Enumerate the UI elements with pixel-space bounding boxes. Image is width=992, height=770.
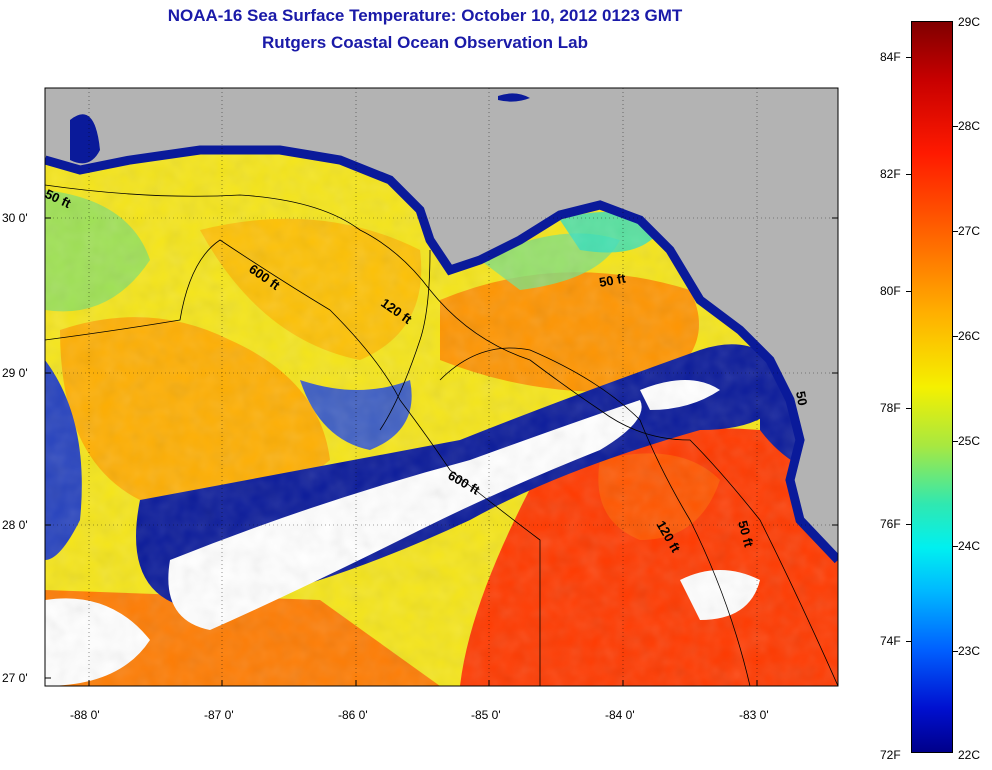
colorbar-f-label: 78F (880, 401, 901, 415)
colorbar-c-label: 24C (958, 539, 981, 553)
colorbar-f-label: 72F (880, 748, 901, 762)
lat-label: 27 0' (2, 671, 28, 685)
bay (70, 114, 100, 164)
map-frame (44, 87, 839, 687)
coastline (45, 145, 838, 564)
colorbar-c-label: 26C (958, 329, 981, 343)
lake (498, 93, 530, 102)
isobath-label: 50 ft (735, 519, 757, 549)
lat-label: 30 0' (2, 211, 28, 225)
lon-label: -83 0' (739, 708, 769, 722)
colorbar-c-label: 25C (958, 434, 981, 448)
isobath-50ft (45, 184, 838, 686)
colorbar-f-label: 74F (880, 634, 901, 648)
colorbar-c-label: 22C (958, 748, 981, 762)
colorbar-f-label: 84F (880, 50, 901, 64)
colorbar-c-label: 27C (958, 224, 981, 238)
colorbar-c-label: 28C (958, 119, 981, 133)
lon-label: -86 0' (338, 708, 368, 722)
lat-label: 28 0' (2, 518, 28, 532)
isobath-label: 50 (793, 390, 810, 407)
isobath-label: 50 ft (598, 270, 628, 290)
colorbar-f-label: 82F (880, 167, 901, 181)
colorbar-c-label: 23C (958, 644, 981, 658)
colorbar-f-label: 80F (880, 284, 901, 298)
lon-label: -84 0' (605, 708, 635, 722)
lon-label: -87 0' (204, 708, 234, 722)
map-title: NOAA-16 Sea Surface Temperature: October… (167, 6, 683, 25)
land (45, 88, 838, 560)
lon-label: -85 0' (471, 708, 501, 722)
isobath-120ft (379, 249, 751, 686)
lon-label: -88 0' (70, 708, 100, 722)
colorbar-f-label: 76F (880, 517, 901, 531)
lat-label: 29 0' (2, 366, 28, 380)
temperature-colorbar (911, 21, 953, 753)
isobath-600ft (45, 239, 541, 686)
map-subtitle: Rutgers Coastal Ocean Observation Lab (262, 33, 588, 52)
colorbar-c-label: 29C (958, 15, 981, 29)
